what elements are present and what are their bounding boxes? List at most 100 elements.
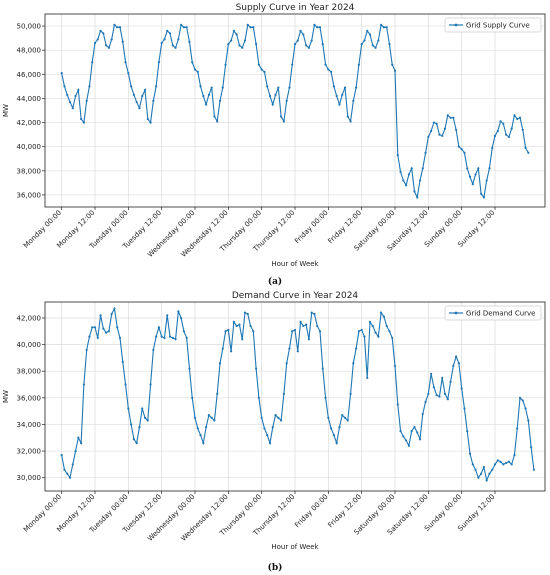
data-point <box>524 407 527 410</box>
data-point <box>152 348 155 352</box>
data-point <box>443 392 447 395</box>
data-point <box>491 468 494 471</box>
data-point <box>313 23 316 26</box>
data-point <box>163 336 166 340</box>
data-point <box>91 326 94 329</box>
data-point <box>377 39 380 42</box>
data-point <box>274 414 277 417</box>
data-point <box>288 347 291 350</box>
data-point <box>96 38 99 41</box>
data-point <box>235 324 238 328</box>
data-point <box>110 312 113 316</box>
data-point <box>130 423 133 426</box>
data-point <box>402 179 405 182</box>
data-point <box>366 376 369 379</box>
y-tick-label: 40,000 <box>17 341 42 349</box>
data-point <box>210 416 213 419</box>
data-point <box>127 72 130 75</box>
data-point <box>291 330 294 333</box>
data-point <box>368 33 372 36</box>
data-point <box>257 396 260 399</box>
data-point <box>149 121 152 124</box>
data-point <box>141 407 144 410</box>
data-point <box>196 70 199 73</box>
data-point <box>455 128 458 131</box>
data-point <box>241 46 244 49</box>
legend-label: Grid Demand Curve <box>466 310 535 318</box>
data-point <box>441 376 444 379</box>
data-point <box>335 94 338 98</box>
data-point <box>291 63 294 66</box>
data-point <box>424 151 427 154</box>
data-point <box>385 26 388 29</box>
data-point <box>446 398 449 401</box>
data-point <box>99 29 102 32</box>
data-point <box>474 173 477 176</box>
data-point <box>513 114 516 117</box>
data-point <box>207 93 210 96</box>
data-point <box>507 460 510 463</box>
data-point <box>441 134 444 137</box>
data-point <box>393 364 397 367</box>
data-point <box>516 117 519 121</box>
data-point <box>430 129 433 133</box>
data-point <box>174 338 177 341</box>
data-point <box>521 128 524 131</box>
data-point <box>246 312 249 316</box>
y-tick-label: 50,000 <box>17 23 42 31</box>
data-point <box>143 88 147 92</box>
data-point <box>216 392 219 395</box>
data-point <box>257 63 260 66</box>
data-point <box>524 146 527 149</box>
data-point <box>382 315 385 318</box>
data-point <box>421 167 424 170</box>
data-point <box>230 39 233 42</box>
y-tick-label: 36,000 <box>17 394 42 402</box>
data-point <box>446 114 449 117</box>
data-point <box>113 307 116 310</box>
data-point <box>321 367 324 370</box>
data-point <box>527 151 530 154</box>
data-point <box>188 367 191 370</box>
data-point <box>280 419 283 422</box>
data-point <box>288 86 291 89</box>
data-point <box>99 314 102 317</box>
data-point <box>374 331 377 334</box>
data-point <box>416 196 419 199</box>
data-point <box>324 63 327 66</box>
data-point <box>210 86 213 89</box>
data-point <box>138 106 141 110</box>
data-point <box>216 120 219 123</box>
data-point <box>502 122 505 125</box>
data-point <box>243 311 247 314</box>
data-point <box>193 68 197 71</box>
data-point <box>296 39 299 42</box>
data-point <box>346 115 349 118</box>
data-point <box>171 44 174 47</box>
data-point <box>299 320 302 324</box>
data-point <box>88 85 91 88</box>
data-point <box>280 115 283 118</box>
data-point <box>155 335 158 338</box>
data-point <box>352 99 355 102</box>
data-point <box>493 134 497 137</box>
data-point <box>477 167 480 170</box>
data-point <box>168 335 172 338</box>
data-point <box>493 463 497 466</box>
data-point <box>132 93 135 96</box>
data-point <box>310 39 313 42</box>
data-point <box>260 68 263 71</box>
data-point <box>238 44 241 47</box>
data-point <box>255 43 258 46</box>
y-tick-label: 38,000 <box>17 368 42 376</box>
data-point <box>160 335 163 338</box>
data-point <box>271 103 274 106</box>
data-point <box>268 94 272 98</box>
data-point <box>305 323 308 326</box>
data-point <box>199 433 202 437</box>
legend-marker <box>454 311 458 315</box>
data-point <box>352 362 355 365</box>
data-point <box>427 392 430 395</box>
data-point <box>327 416 330 419</box>
legend-box <box>444 17 542 33</box>
